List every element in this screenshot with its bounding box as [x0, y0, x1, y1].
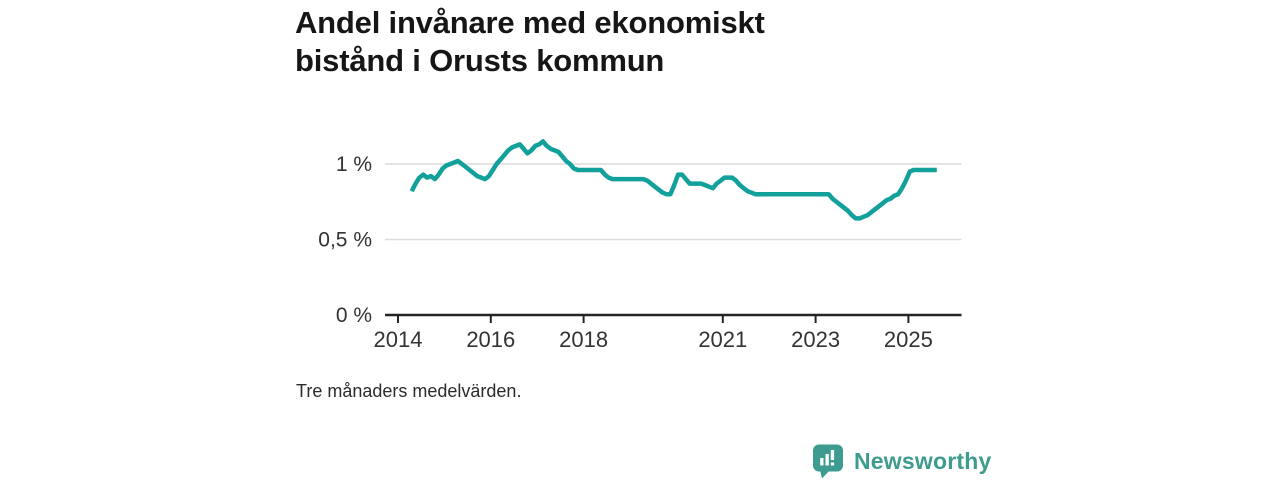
y-tick-label: 0,5 % [318, 229, 372, 252]
newsworthy-logo: Newsworthy [812, 443, 991, 479]
page-title: Andel invånare med ekonomiskt bistånd i … [295, 5, 765, 78]
chart-footnote: Tre månaders medelvärden. [296, 381, 522, 401]
bar-chart-speech-bubble-icon [813, 444, 843, 478]
y-tick-label: 0 % [336, 304, 372, 327]
x-tick-label: 2021 [698, 327, 747, 352]
x-tick-label: 2016 [466, 327, 515, 352]
x-tick-label: 2018 [559, 327, 608, 352]
x-tick-label: 2014 [374, 327, 423, 352]
y-tick-label: 1 % [336, 153, 372, 176]
newsworthy-logo-text: Newsworthy [854, 447, 992, 474]
series-line [409, 139, 937, 221]
x-tick-label: 2025 [884, 327, 933, 352]
x-tick-label: 2023 [791, 327, 840, 352]
